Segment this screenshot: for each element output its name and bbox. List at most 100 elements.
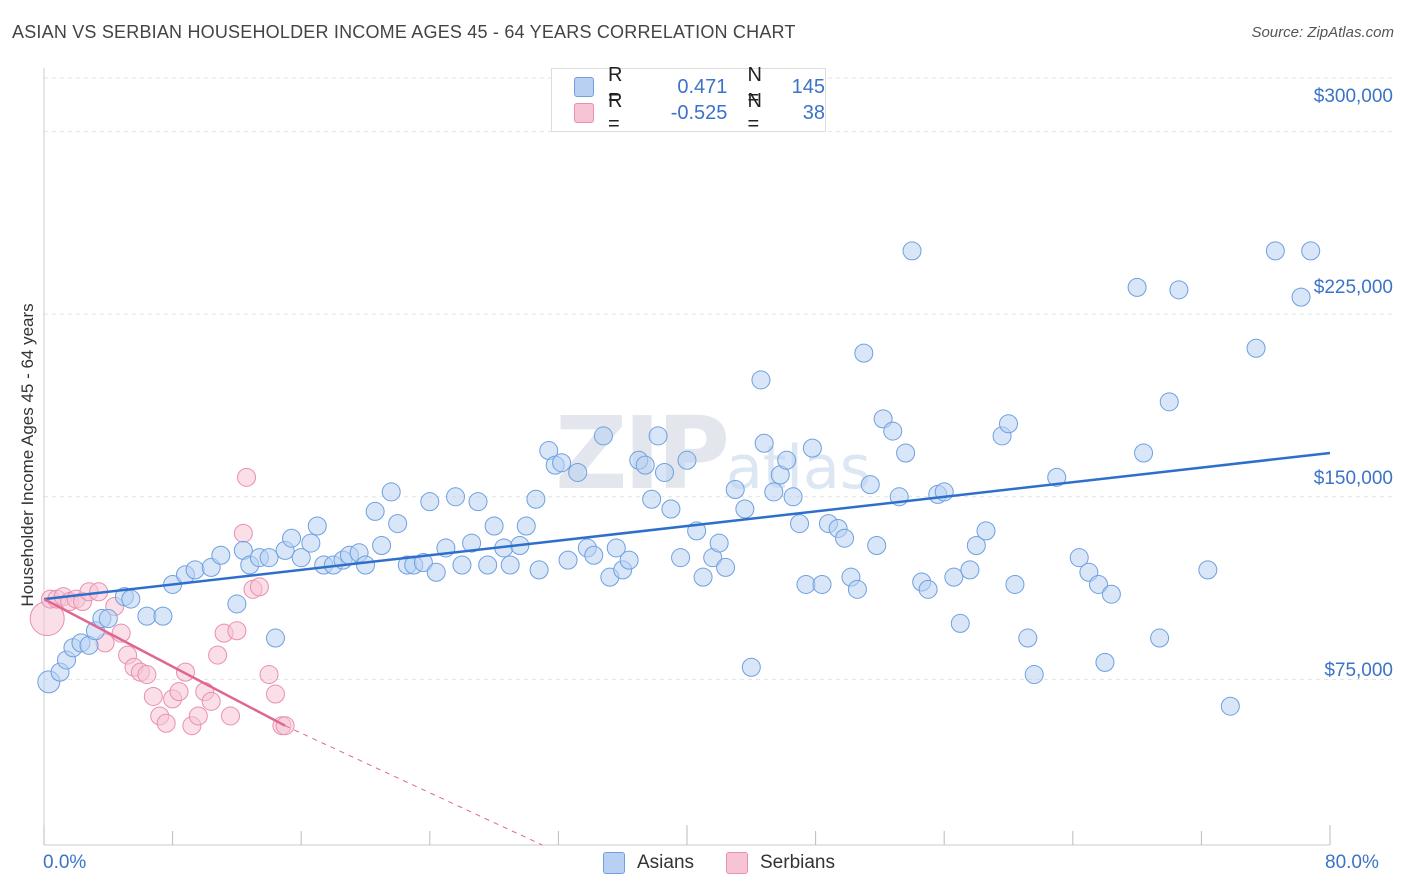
asian-point [462,533,482,553]
asian-point [854,343,874,363]
asian-point [802,438,822,458]
serbian-point [169,682,189,702]
asian-point [944,567,964,587]
asian-point [1246,338,1266,358]
serbians-label: Serbians [760,852,835,873]
serbian-trendline-extension [284,725,543,846]
asian-point [999,414,1018,434]
serbian-point [259,665,279,685]
asian-point [307,516,327,536]
serbian-swatch [574,103,594,123]
asian-point [1024,665,1044,685]
asian-point [783,487,803,507]
serbian-point [249,577,269,597]
serbian-point [201,691,221,711]
serbian-point [265,684,285,704]
asian-point [381,482,401,502]
asian-point [516,516,536,536]
asian-point [291,548,311,568]
x-tick-label-max: 80.0% [1325,852,1379,873]
asian-point [902,241,922,261]
asian-point [606,538,626,558]
asian-point [1150,628,1170,648]
asian-point [1134,443,1154,463]
asian-point [365,501,385,521]
asian-point [1005,574,1025,594]
asian-point [835,528,855,548]
bottom-legend-asians: Asians [603,852,694,874]
serbian-point [220,706,240,726]
asian-point [960,560,980,580]
asian-point [121,589,141,609]
asian-point [185,560,205,580]
asian-point [529,560,549,580]
serbian-point [156,713,176,733]
asian-point [918,579,938,599]
asian-point [211,545,231,565]
asian-point [883,421,903,441]
asian-point [356,555,375,575]
asian-point [153,606,173,626]
asian-point [1127,277,1147,297]
asian-point [741,657,761,677]
watermark: ZIPatlas [555,395,872,512]
asian-swatch [574,77,594,97]
asian-point [468,492,488,512]
asian-point [764,482,784,502]
asian-point [584,545,604,565]
asian-point [552,453,572,473]
asian-point [790,514,810,534]
correlation-legend: R = 0.471 N = 145 R = -0.525 N = 38 [551,64,826,135]
asian-r-value: 0.471 [677,75,728,98]
asian-point [1159,392,1179,412]
serbian-point [188,706,208,726]
asian-point [137,606,157,626]
serbian-point [208,645,228,665]
asian-point [420,492,440,512]
asian-point [452,555,472,575]
asian-point [1198,560,1218,580]
asian-point [1101,584,1121,604]
asian-point [593,426,613,446]
y-tick-label: $75,000 [1324,660,1393,681]
asians-swatch [603,852,625,874]
asian-point [1220,696,1240,716]
asian-point [966,536,986,556]
y-tick-label: $300,000 [1313,86,1393,107]
asian-r-label: R = [607,64,623,109]
asians-label: Asians [637,852,695,873]
asian-point [619,550,639,570]
y-tick-label: $150,000 [1313,468,1393,489]
asian-point [777,450,797,470]
asian-point [478,555,498,575]
asian-point [1089,574,1109,594]
asian-point [976,521,996,541]
serbian-n-label: N = [747,90,762,135]
asian-point [812,574,832,594]
asian-point [372,536,392,556]
asian-point [725,480,745,500]
x-tick-label-min: 0.0% [43,852,87,873]
y-tick-label: $225,000 [1313,277,1393,298]
asian-point [635,455,655,475]
asian-point [847,579,867,599]
asian-n-label: N = [747,64,762,109]
asian-point [526,489,546,509]
asian-point [754,433,774,453]
asian-point [388,514,408,534]
asian-point [500,555,520,575]
legend-row-serbians: R = -0.525 N = 38 [574,90,825,135]
serbian-point [143,686,163,706]
asian-point [426,562,446,582]
serbian-r-label: R = [607,90,623,135]
asian-n-value: 145 [791,75,825,98]
asian-point [1069,548,1089,568]
asian-point [282,528,302,548]
asian-point [642,489,662,509]
asian-point [558,550,578,570]
asian-point [568,462,588,482]
asian-point [693,567,713,587]
asian-point [709,533,729,553]
serbians-swatch [726,852,748,874]
